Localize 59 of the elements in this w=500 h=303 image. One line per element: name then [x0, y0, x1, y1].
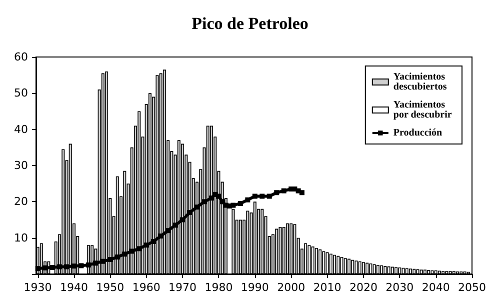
x-tick-label: 1990	[240, 281, 269, 294]
point	[144, 242, 149, 248]
point	[180, 217, 186, 222]
x-tick-label: 2040	[422, 281, 450, 294]
y-tick-label: 50	[14, 86, 28, 100]
legend-label: Yacimientos descubiertos	[393, 72, 448, 92]
y-tick-label: 60	[14, 50, 28, 64]
point	[274, 190, 280, 196]
point	[158, 234, 164, 239]
x-tick-label: 1940	[60, 281, 88, 294]
x-tick-label: 2050	[458, 281, 486, 294]
point	[35, 266, 40, 272]
legend-label: Producción	[393, 128, 443, 138]
point	[57, 264, 62, 270]
point	[216, 194, 222, 199]
x-tick-label: 2030	[386, 281, 414, 294]
point	[238, 200, 243, 206]
point	[129, 248, 134, 254]
y-tick-label: 10	[14, 231, 28, 244]
x-tick-label: 2010	[313, 281, 342, 294]
x-tick-label: 1930	[24, 281, 52, 294]
point	[71, 264, 76, 269]
point	[100, 258, 106, 264]
point	[202, 199, 207, 204]
point	[194, 204, 200, 210]
point	[114, 254, 120, 260]
x-tick-label: 1980	[204, 281, 233, 294]
x-tick-label: 2020	[349, 281, 378, 294]
point	[151, 238, 156, 244]
point	[230, 202, 236, 208]
x-tick-label: 2000	[277, 281, 306, 294]
point	[64, 264, 70, 270]
point	[136, 246, 142, 252]
point	[172, 222, 178, 228]
y-tick-label: 40	[14, 122, 28, 136]
point	[252, 194, 258, 199]
x-tick-label: 1970	[168, 281, 197, 294]
point	[220, 199, 225, 204]
point	[281, 188, 286, 194]
y-tick-label: 30	[14, 159, 28, 172]
point	[266, 194, 272, 199]
chart-title: Pico de Petroleo	[192, 14, 308, 33]
point	[50, 264, 55, 270]
point	[187, 210, 192, 216]
point	[78, 263, 84, 268]
point	[86, 262, 91, 268]
x-tick-label: 1960	[132, 281, 160, 294]
point	[299, 190, 304, 196]
point	[260, 194, 265, 199]
point	[208, 196, 214, 201]
point	[93, 260, 98, 266]
point	[122, 252, 128, 257]
x-tick-label: 1950	[96, 281, 124, 294]
point	[166, 228, 171, 234]
y-tick-label: 20	[14, 195, 28, 208]
legend-label: Yacimientos por descubrir	[393, 100, 452, 120]
point	[108, 257, 113, 262]
point	[245, 197, 250, 202]
point	[42, 265, 48, 270]
